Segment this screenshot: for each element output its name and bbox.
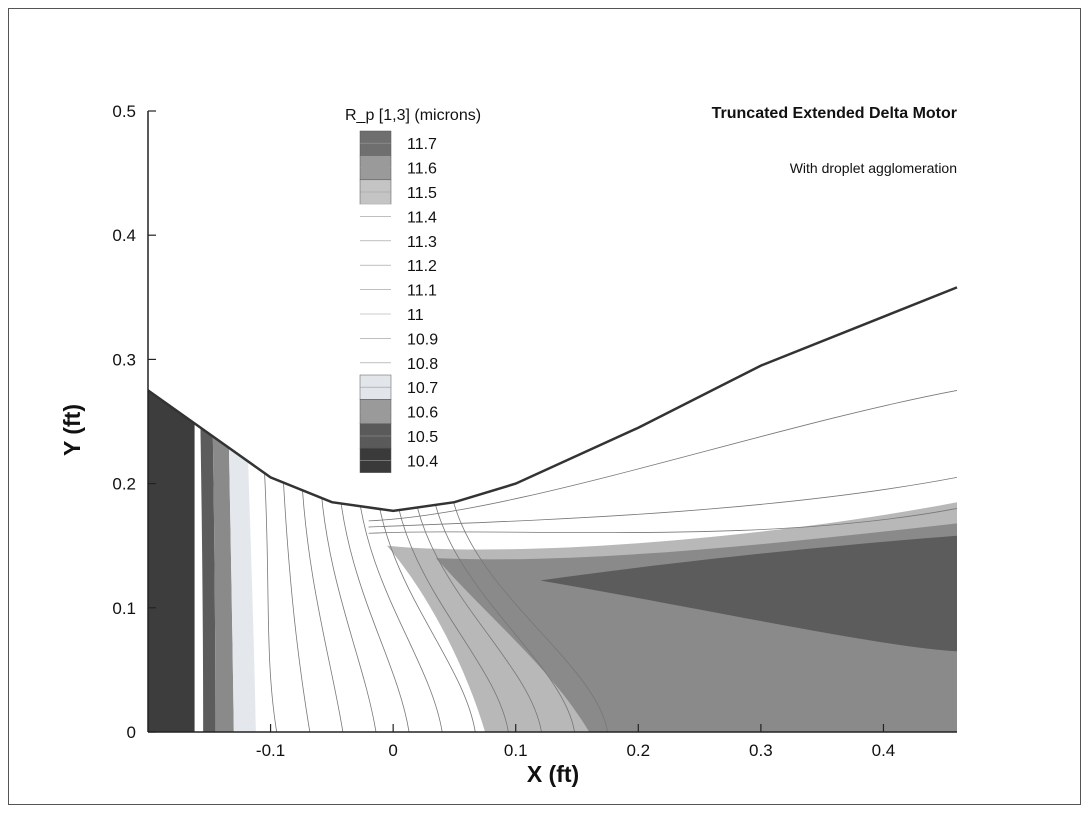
y-tick-label: 0.4 [112,226,136,245]
contour-band-10-4 [148,287,195,732]
nozzle-wall [147,286,958,513]
x-tick-label: -0.1 [256,741,285,760]
contour-line [368,390,957,522]
legend-label: 10.5 [407,429,438,446]
legend-label: 11.4 [407,209,437,226]
x-tick-label: 0.3 [749,741,773,760]
contour-line [355,471,443,732]
plot-area [147,286,958,732]
contour-line [411,471,542,732]
contour-line [319,471,377,732]
legend-label: 10.4 [407,453,438,470]
legend-label: 11.7 [407,136,437,153]
x-tick-label: 0 [388,741,397,760]
legend-label: 11.5 [407,185,437,202]
contour-line [374,471,476,732]
legend-label: 11 [407,307,424,324]
chart-subtitle: With droplet agglomeration [790,160,957,176]
legend-label: 11.1 [407,283,437,300]
y-tick-label: 0.3 [112,350,136,369]
x-axis-title: X (ft) [527,761,579,787]
y-tick-label: 0 [127,723,136,742]
contour-line [337,471,410,732]
legend-label: 10.6 [407,405,438,422]
y-tick-label: 0.2 [112,475,136,494]
legend-label: 10.8 [407,356,438,373]
contour-line [300,471,344,732]
plume-band-11-7 [540,535,957,652]
y-axis-title: Y (ft) [59,404,85,456]
legend-label: 11.6 [407,161,437,178]
legend-label: 11.2 [407,258,437,275]
contour-field [148,287,957,732]
contour-line [392,471,509,732]
legend-label: 10.7 [407,380,438,397]
chart-title: Truncated Extended Delta Motor [712,105,957,122]
y-tick-label: 0.5 [112,102,136,121]
x-tick-label: 0.4 [872,741,896,760]
axes: -0.1 0 0.1 0.2 0.3 0.4 0 0.1 0.2 0.3 0.4 0.5 [112,102,957,760]
contour-line [368,476,957,528]
y-tick-label: 0.1 [112,599,136,618]
contour-line [264,471,278,732]
legend-title: R_p [1,3] (microns) [345,107,481,124]
legend-label: 11.3 [407,234,437,251]
legend-label: 10.9 [407,331,438,348]
contour-line [368,508,957,534]
legend: 11.7 11.6 11.5 11.4 11.3 11.2 11.1 11 10.9 10.8 10… [359,130,438,473]
contour-line [282,471,311,732]
x-tick-label: 0.1 [504,741,528,760]
x-tick-label: 0.2 [626,741,650,760]
contour-line [447,471,609,732]
